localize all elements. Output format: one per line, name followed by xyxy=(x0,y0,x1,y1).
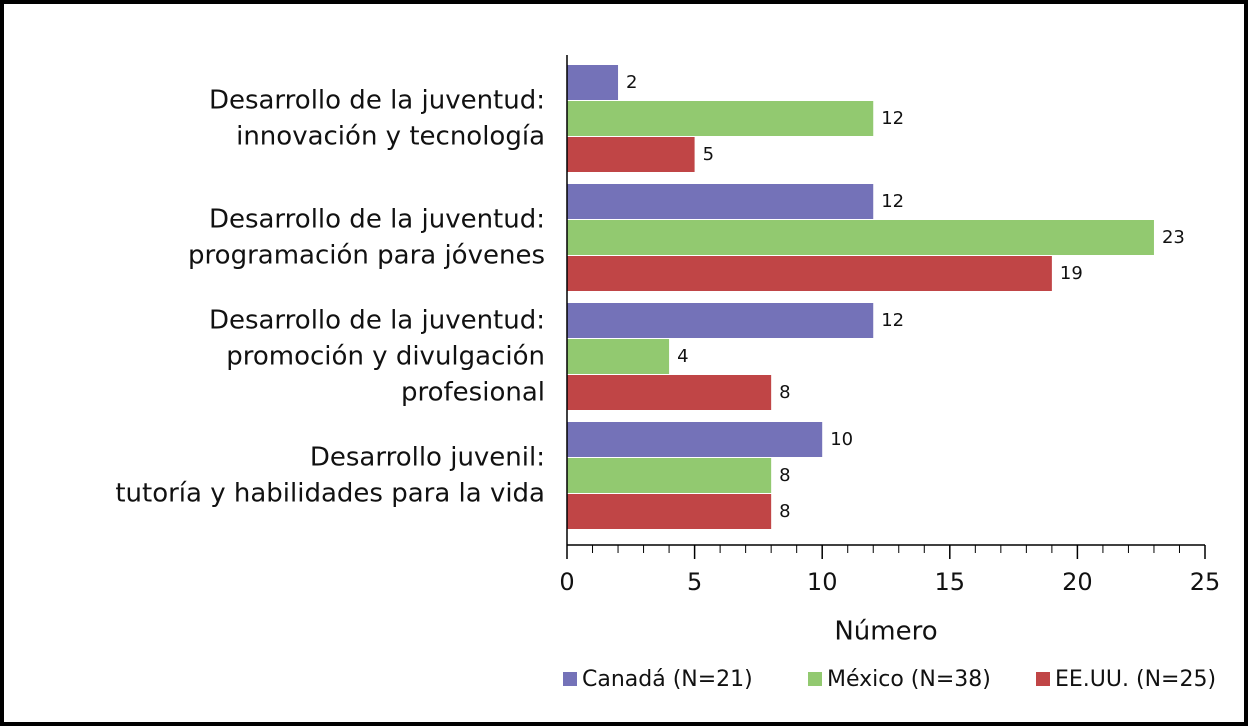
bar xyxy=(567,101,874,136)
bar xyxy=(567,137,695,172)
y-tick-label: innovación y tecnología xyxy=(236,122,545,152)
y-tick-label: promoción y divulgación xyxy=(226,342,545,372)
bar xyxy=(567,494,772,529)
legend-label: Canadá (N=21) xyxy=(582,667,753,692)
value-label: 4 xyxy=(677,346,688,367)
y-tick-label: Desarrollo de la juventud: xyxy=(209,205,545,235)
value-label: 12 xyxy=(881,108,904,129)
y-tick-label: tutoría y habilidades para la vida xyxy=(115,479,545,509)
value-label: 8 xyxy=(779,382,790,403)
legend-swatch xyxy=(808,672,822,686)
y-tick-label: programación para jóvenes xyxy=(188,241,545,271)
x-tick-label: 5 xyxy=(687,568,702,596)
value-label: 8 xyxy=(779,501,790,522)
value-label: 23 xyxy=(1162,227,1185,248)
bar xyxy=(567,375,772,410)
y-tick-label: Desarrollo de la juventud: xyxy=(209,306,545,336)
x-tick-label: 10 xyxy=(807,568,838,596)
bar xyxy=(567,65,619,100)
bar xyxy=(567,303,874,338)
value-label: 12 xyxy=(881,191,904,212)
value-label: 12 xyxy=(881,310,904,331)
value-label: 5 xyxy=(703,144,714,165)
bar xyxy=(567,458,772,493)
x-tick-label: 15 xyxy=(935,568,966,596)
y-tick-label: Desarrollo de la juventud: xyxy=(209,86,545,116)
legend-swatch xyxy=(1036,672,1050,686)
x-tick-label: 25 xyxy=(1190,568,1221,596)
legend-label: EE.UU. (N=25) xyxy=(1055,667,1216,692)
value-label: 19 xyxy=(1060,263,1083,284)
legend-swatch xyxy=(563,672,577,686)
legend-label: México (N=38) xyxy=(827,667,991,692)
y-tick-label: profesional xyxy=(401,378,545,408)
bar xyxy=(567,422,823,457)
x-tick-label: 20 xyxy=(1062,568,1093,596)
y-tick-label: Desarrollo juvenil: xyxy=(310,443,545,473)
x-axis-label: Número xyxy=(834,617,937,647)
value-label: 2 xyxy=(626,72,637,93)
value-label: 8 xyxy=(779,465,790,486)
x-tick-label: 0 xyxy=(559,568,574,596)
bar xyxy=(567,339,670,374)
bar xyxy=(567,220,1154,255)
value-label: 10 xyxy=(830,429,853,450)
bar xyxy=(567,184,874,219)
bar xyxy=(567,256,1052,291)
